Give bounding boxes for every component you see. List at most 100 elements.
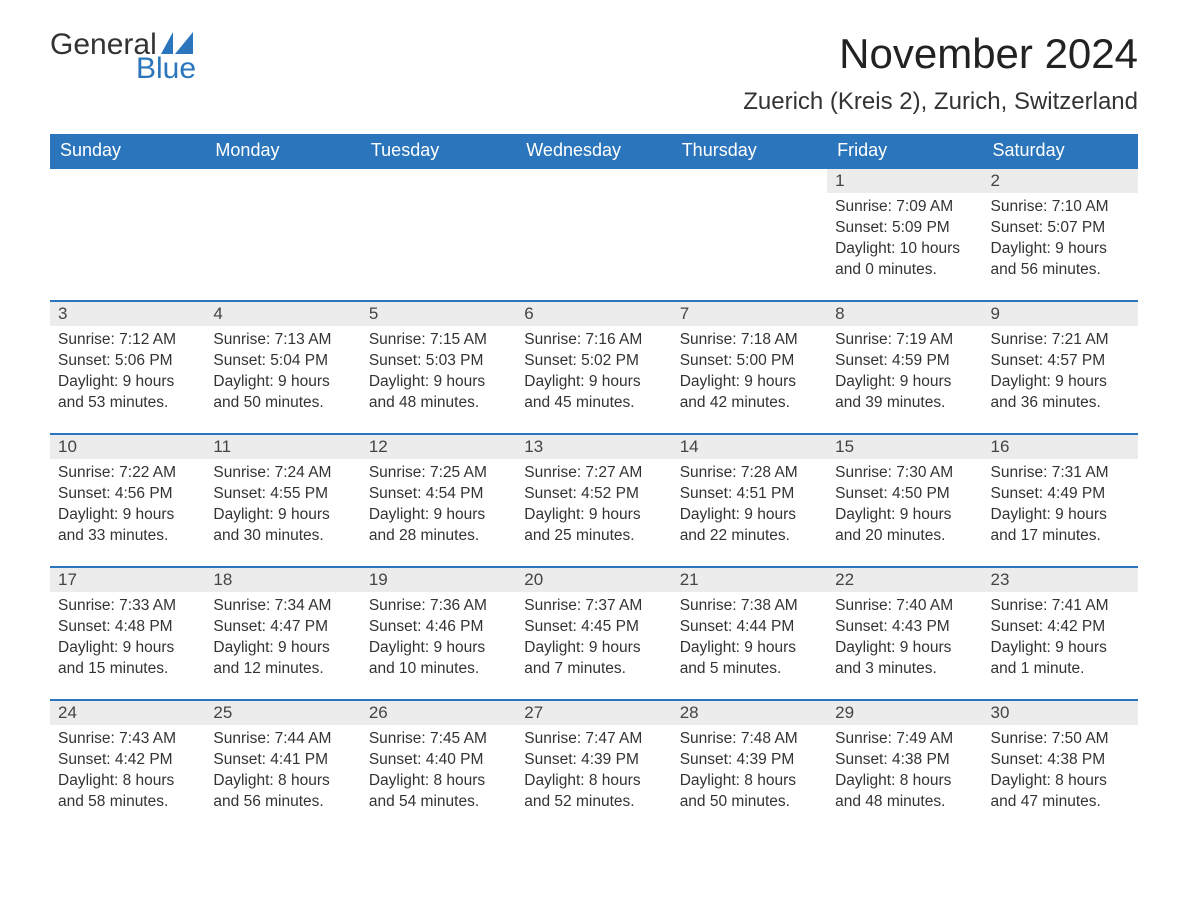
day-number: 5 xyxy=(361,301,516,326)
day-number: 13 xyxy=(516,434,671,459)
sunrise-text: Sunrise: 7:36 AM xyxy=(369,596,508,617)
sunrise-text: Sunrise: 7:38 AM xyxy=(680,596,819,617)
sunrise-text: Sunrise: 7:25 AM xyxy=(369,463,508,484)
day-cell: Sunrise: 7:45 AMSunset: 4:40 PMDaylight:… xyxy=(361,725,516,833)
day-cell: Sunrise: 7:16 AMSunset: 5:02 PMDaylight:… xyxy=(516,326,671,434)
day-number-row: 10111213141516 xyxy=(50,434,1138,459)
daylight-text: Daylight: 9 hours and 50 minutes. xyxy=(213,372,352,414)
day-number: 21 xyxy=(672,567,827,592)
sunrise-text: Sunrise: 7:13 AM xyxy=(213,330,352,351)
day-number: 1 xyxy=(827,168,982,193)
sunset-text: Sunset: 4:46 PM xyxy=(369,617,508,638)
sunrise-text: Sunrise: 7:47 AM xyxy=(524,729,663,750)
day-number: 7 xyxy=(672,301,827,326)
sunset-text: Sunset: 4:56 PM xyxy=(58,484,197,505)
day-number: 3 xyxy=(50,301,205,326)
day-number-row: 3456789 xyxy=(50,301,1138,326)
day-cell: Sunrise: 7:37 AMSunset: 4:45 PMDaylight:… xyxy=(516,592,671,700)
brand-logo: General Blue xyxy=(50,30,203,84)
daylight-text: Daylight: 9 hours and 33 minutes. xyxy=(58,505,197,547)
sunset-text: Sunset: 4:42 PM xyxy=(991,617,1130,638)
sunrise-text: Sunrise: 7:45 AM xyxy=(369,729,508,750)
sunset-text: Sunset: 4:41 PM xyxy=(213,750,352,771)
sunrise-text: Sunrise: 7:49 AM xyxy=(835,729,974,750)
daylight-text: Daylight: 9 hours and 48 minutes. xyxy=(369,372,508,414)
weekday-header: Tuesday xyxy=(361,134,516,168)
sunset-text: Sunset: 4:47 PM xyxy=(213,617,352,638)
day-cell: Sunrise: 7:43 AMSunset: 4:42 PMDaylight:… xyxy=(50,725,205,833)
sunset-text: Sunset: 4:39 PM xyxy=(680,750,819,771)
day-content-row: Sunrise: 7:22 AMSunset: 4:56 PMDaylight:… xyxy=(50,459,1138,567)
day-number: 8 xyxy=(827,301,982,326)
daylight-text: Daylight: 8 hours and 58 minutes. xyxy=(58,771,197,813)
sunrise-text: Sunrise: 7:18 AM xyxy=(680,330,819,351)
day-number: 23 xyxy=(983,567,1138,592)
day-cell: Sunrise: 7:18 AMSunset: 5:00 PMDaylight:… xyxy=(672,326,827,434)
empty-day xyxy=(672,168,827,193)
day-content-row: Sunrise: 7:33 AMSunset: 4:48 PMDaylight:… xyxy=(50,592,1138,700)
sunset-text: Sunset: 4:54 PM xyxy=(369,484,508,505)
day-number: 19 xyxy=(361,567,516,592)
day-number: 6 xyxy=(516,301,671,326)
sunset-text: Sunset: 4:55 PM xyxy=(213,484,352,505)
daylight-text: Daylight: 8 hours and 54 minutes. xyxy=(369,771,508,813)
daylight-text: Daylight: 9 hours and 56 minutes. xyxy=(991,239,1130,281)
sunrise-text: Sunrise: 7:22 AM xyxy=(58,463,197,484)
day-cell: Sunrise: 7:41 AMSunset: 4:42 PMDaylight:… xyxy=(983,592,1138,700)
daylight-text: Daylight: 9 hours and 25 minutes. xyxy=(524,505,663,547)
daylight-text: Daylight: 9 hours and 53 minutes. xyxy=(58,372,197,414)
day-number: 11 xyxy=(205,434,360,459)
sunrise-text: Sunrise: 7:34 AM xyxy=(213,596,352,617)
daylight-text: Daylight: 9 hours and 39 minutes. xyxy=(835,372,974,414)
day-cell: Sunrise: 7:36 AMSunset: 4:46 PMDaylight:… xyxy=(361,592,516,700)
weekday-header: Thursday xyxy=(672,134,827,168)
day-number: 9 xyxy=(983,301,1138,326)
day-cell: Sunrise: 7:22 AMSunset: 4:56 PMDaylight:… xyxy=(50,459,205,567)
daylight-text: Daylight: 9 hours and 22 minutes. xyxy=(680,505,819,547)
sunrise-text: Sunrise: 7:40 AM xyxy=(835,596,974,617)
sunrise-text: Sunrise: 7:37 AM xyxy=(524,596,663,617)
daylight-text: Daylight: 10 hours and 0 minutes. xyxy=(835,239,974,281)
sunset-text: Sunset: 4:51 PM xyxy=(680,484,819,505)
daylight-text: Daylight: 9 hours and 42 minutes. xyxy=(680,372,819,414)
sunset-text: Sunset: 4:45 PM xyxy=(524,617,663,638)
empty-day xyxy=(361,168,516,193)
day-number: 30 xyxy=(983,700,1138,725)
sunset-text: Sunset: 4:38 PM xyxy=(835,750,974,771)
day-cell: Sunrise: 7:38 AMSunset: 4:44 PMDaylight:… xyxy=(672,592,827,700)
day-number-row: 17181920212223 xyxy=(50,567,1138,592)
day-number: 20 xyxy=(516,567,671,592)
sunset-text: Sunset: 4:52 PM xyxy=(524,484,663,505)
sunrise-text: Sunrise: 7:43 AM xyxy=(58,729,197,750)
sunrise-text: Sunrise: 7:50 AM xyxy=(991,729,1130,750)
day-cell: Sunrise: 7:25 AMSunset: 4:54 PMDaylight:… xyxy=(361,459,516,567)
day-cell: Sunrise: 7:12 AMSunset: 5:06 PMDaylight:… xyxy=(50,326,205,434)
day-number: 16 xyxy=(983,434,1138,459)
daylight-text: Daylight: 8 hours and 48 minutes. xyxy=(835,771,974,813)
empty-day xyxy=(205,168,360,193)
sunset-text: Sunset: 4:48 PM xyxy=(58,617,197,638)
empty-day xyxy=(205,193,360,301)
sunrise-text: Sunrise: 7:27 AM xyxy=(524,463,663,484)
daylight-text: Daylight: 9 hours and 36 minutes. xyxy=(991,372,1130,414)
day-cell: Sunrise: 7:47 AMSunset: 4:39 PMDaylight:… xyxy=(516,725,671,833)
daylight-text: Daylight: 9 hours and 10 minutes. xyxy=(369,638,508,680)
sunset-text: Sunset: 4:38 PM xyxy=(991,750,1130,771)
sunrise-text: Sunrise: 7:44 AM xyxy=(213,729,352,750)
sunrise-text: Sunrise: 7:12 AM xyxy=(58,330,197,351)
daylight-text: Daylight: 9 hours and 12 minutes. xyxy=(213,638,352,680)
daylight-text: Daylight: 9 hours and 45 minutes. xyxy=(524,372,663,414)
day-cell: Sunrise: 7:31 AMSunset: 4:49 PMDaylight:… xyxy=(983,459,1138,567)
sunset-text: Sunset: 4:42 PM xyxy=(58,750,197,771)
sunrise-text: Sunrise: 7:21 AM xyxy=(991,330,1130,351)
sunrise-text: Sunrise: 7:09 AM xyxy=(835,197,974,218)
sunrise-text: Sunrise: 7:48 AM xyxy=(680,729,819,750)
day-cell: Sunrise: 7:24 AMSunset: 4:55 PMDaylight:… xyxy=(205,459,360,567)
sunrise-text: Sunrise: 7:15 AM xyxy=(369,330,508,351)
day-number: 2 xyxy=(983,168,1138,193)
weekday-header: Friday xyxy=(827,134,982,168)
day-number: 14 xyxy=(672,434,827,459)
day-content-row: Sunrise: 7:12 AMSunset: 5:06 PMDaylight:… xyxy=(50,326,1138,434)
day-number: 28 xyxy=(672,700,827,725)
day-number: 29 xyxy=(827,700,982,725)
